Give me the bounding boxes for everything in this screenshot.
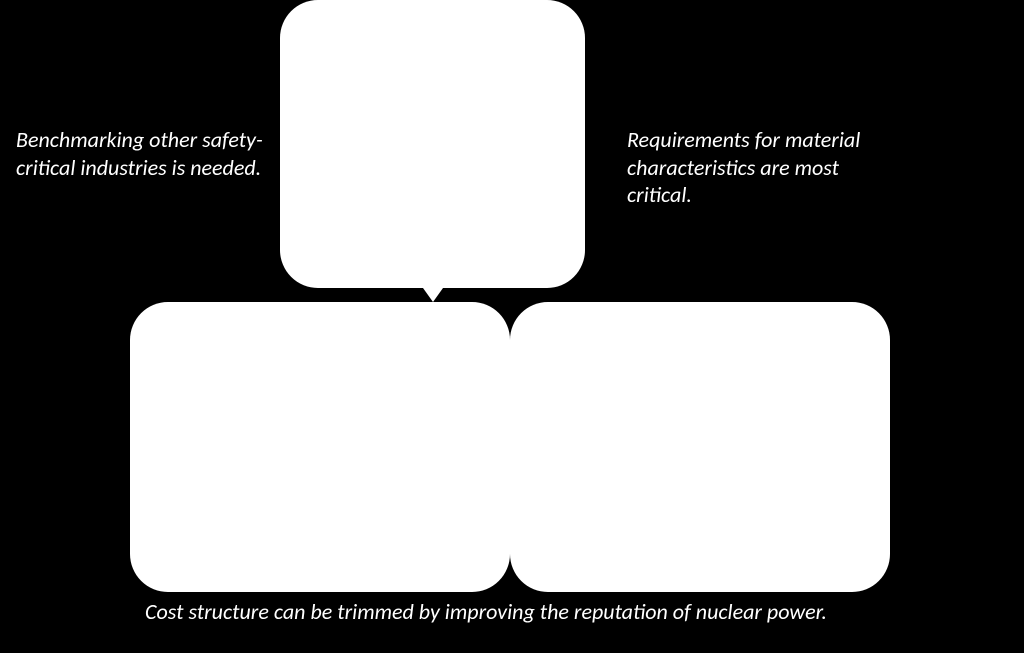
node-bottom-right xyxy=(510,302,890,592)
annotation-bottom: Cost structure can be trimmed by improvi… xyxy=(145,598,905,626)
arrow-down-icon xyxy=(423,288,443,302)
annotation-right: Requirements for material characteristic… xyxy=(627,126,907,209)
annotation-left: Benchmarking other safety-critical indus… xyxy=(16,126,271,181)
node-top xyxy=(280,0,585,288)
node-bottom-left xyxy=(130,302,510,592)
